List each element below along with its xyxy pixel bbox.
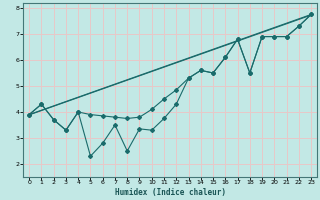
X-axis label: Humidex (Indice chaleur): Humidex (Indice chaleur) bbox=[115, 188, 226, 197]
